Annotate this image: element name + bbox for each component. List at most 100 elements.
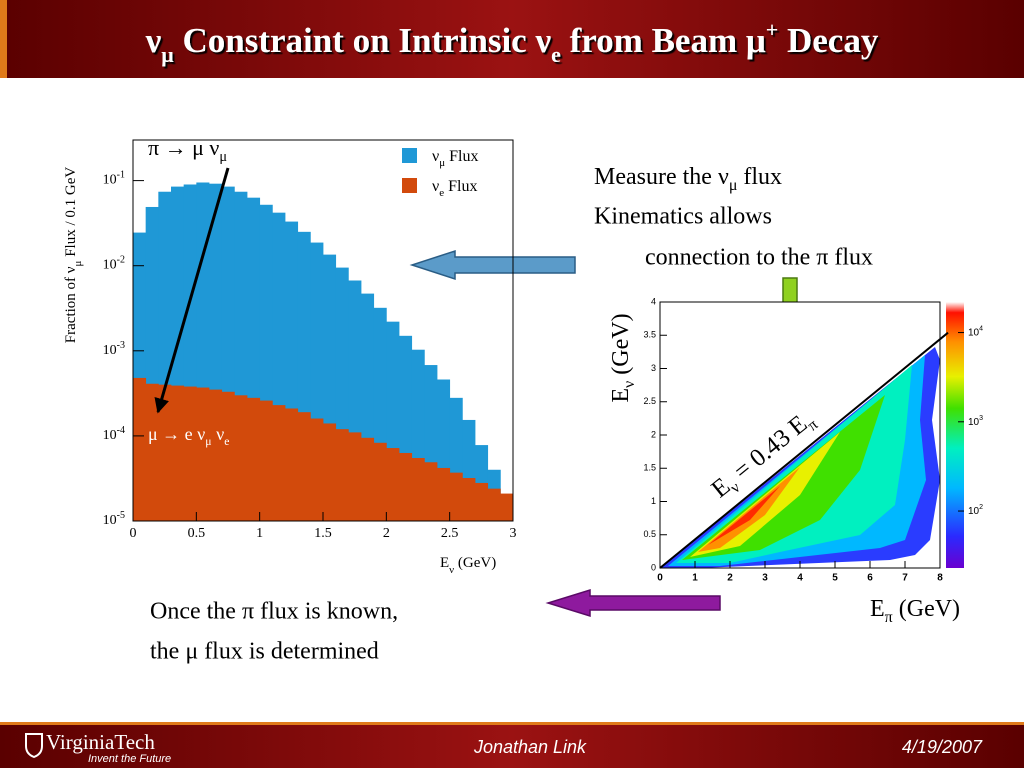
text-part: Measure the ν [594,164,729,190]
y-axis-title: Eν (GeV) [608,313,639,402]
text-part: -2 [117,254,125,265]
legend-swatch [402,148,417,163]
y-tick-label: 10-5 [103,510,125,528]
y-tick-label: 1 [651,496,656,506]
text-part: ν [212,424,225,444]
histogram-bar [462,478,476,521]
x-tick-label: 2 [727,573,733,584]
histogram-bar [335,429,349,521]
histogram-bar [348,432,362,521]
text-part: 10 [103,343,117,358]
histogram-bar [259,400,273,521]
colorbar-tick-label: 102 [968,504,983,516]
x-axis-title: Eν (GeV) [440,555,496,575]
histogram-bar [133,377,147,521]
histogram-bar [196,387,210,521]
histogram-bar [272,405,286,521]
text-part: 10 [103,258,117,273]
text-part: Decay [778,21,879,60]
x-tick-label: 4 [797,573,803,584]
x-tick-label: 1.5 [314,526,332,541]
legend-swatch [402,178,417,193]
histogram-bar [234,395,248,521]
text-line: Once the π flux is known, [150,599,398,625]
text-part: Flux / 0.1 GeV [63,167,79,261]
histogram-bar [221,391,235,521]
arrow-left-purple [545,588,721,618]
y-tick-label: 1.5 [643,463,656,473]
text-part: (GeV) [893,596,960,622]
density-region [690,432,840,557]
footer-accent [0,722,1024,725]
histogram-bar [487,488,501,521]
x-tick-label: 3 [762,573,768,584]
text-part: μ [161,42,174,67]
y-tick-label: 2.5 [643,396,656,406]
histogram-bar [323,423,337,521]
text-part: 10 [103,513,117,528]
annotation: π → μ νμ [148,135,227,165]
x-tick-label: 8 [937,573,943,584]
x-tick-label: 3 [510,526,517,541]
text-part: μ [729,177,738,194]
text-part: ν [621,381,638,388]
density-region [676,365,912,563]
text-part: e [551,42,561,67]
arrow-left-blue [409,249,576,281]
text-part: E [440,555,449,571]
y-tick-label: 4 [651,296,656,306]
histogram-bar [437,467,451,521]
text-part: μ [219,149,227,165]
text-part: μ [205,435,211,448]
annotation: μ → e νμ νe [148,424,229,448]
relation-line [659,331,949,569]
density-region [708,486,780,545]
x-tick-label: 1 [692,573,698,584]
text-part: ν [432,148,439,165]
text-part: μ [72,260,84,266]
logo-shield [25,733,43,759]
text-part: Flux [444,178,477,195]
text-part: 10 [968,506,980,517]
x-axis-title: Eπ (GeV) [870,596,960,627]
text-part: (GeV) [608,313,634,380]
y-tick-label: 0 [651,562,656,572]
annotation-arrow [154,167,230,414]
colorbar [946,302,964,568]
histogram-bar [145,383,159,521]
text-part: 10 [968,327,980,338]
text-part: e [224,435,229,448]
y-axis-title: Fraction of νμ Flux / 0.1 GeV [63,167,83,344]
histogram-bar [399,452,413,521]
title-bar [0,0,1024,78]
x-tick-label: 2 [383,526,390,541]
y-tick-label: 10-3 [103,340,125,358]
text-part: ν [145,21,162,60]
text-part: Flux [445,148,478,165]
text-part: 10 [968,416,980,427]
histogram-bar [297,412,311,521]
x-tick-label: 2.5 [441,526,459,541]
text-part: 10 [103,173,117,188]
density-region [682,395,885,560]
density-region [698,467,800,552]
text-part: flux [737,164,782,190]
text-part: μ → e ν [148,424,205,444]
text-part: E [608,388,634,403]
x-tick-label: 6 [867,573,873,584]
text-part: (GeV) [454,555,496,571]
text-line: connection to the π flux [645,245,873,271]
text-part: Constraint on Intrinsic ν [174,21,552,60]
histogram-bar [449,472,463,521]
histogram-bar [386,448,400,521]
x-tick-label: 0 [657,573,663,584]
histogram-bar [247,397,261,521]
text-part: -1 [117,169,125,180]
y-tick-label: 2 [651,429,656,439]
x-tick-label: 7 [902,573,908,584]
footer-bar [0,722,1024,768]
footer-tagline: Invent the Future [88,753,171,765]
x-tick-label: 0.5 [188,526,206,541]
y-tick-label: 10-4 [103,425,125,443]
